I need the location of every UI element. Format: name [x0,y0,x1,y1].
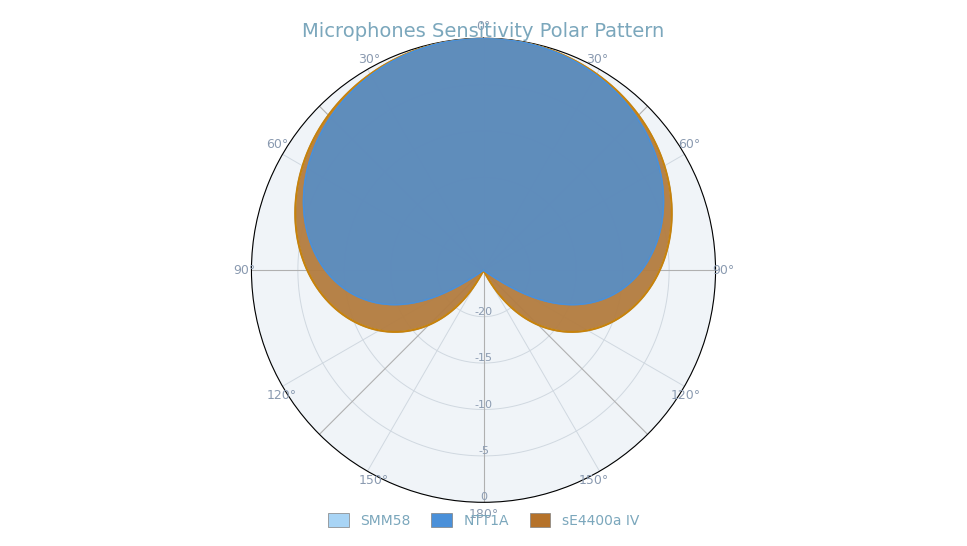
Polygon shape [304,38,663,305]
Text: -5: -5 [478,446,489,456]
Text: 90°: 90° [712,264,734,277]
Text: 0: 0 [480,492,487,502]
Text: Microphones Sensitivity Polar Pattern: Microphones Sensitivity Polar Pattern [303,22,664,41]
Text: -20: -20 [475,307,492,317]
Text: 30°: 30° [587,53,609,66]
Text: 150°: 150° [358,474,389,488]
Polygon shape [295,38,672,332]
Text: 150°: 150° [578,474,609,488]
Text: 120°: 120° [267,389,297,402]
Legend: SMM58, NTT1A, sE4400a IV: SMM58, NTT1A, sE4400a IV [323,508,644,533]
Text: 180°: 180° [468,508,499,521]
Text: 0°: 0° [477,20,490,33]
Polygon shape [295,38,672,332]
Text: 60°: 60° [267,139,289,151]
Text: 120°: 120° [670,389,700,402]
Text: 30°: 30° [358,53,380,66]
Text: 90°: 90° [233,264,255,277]
Text: -10: -10 [475,400,492,410]
Text: 60°: 60° [678,139,700,151]
Text: -15: -15 [475,353,492,363]
